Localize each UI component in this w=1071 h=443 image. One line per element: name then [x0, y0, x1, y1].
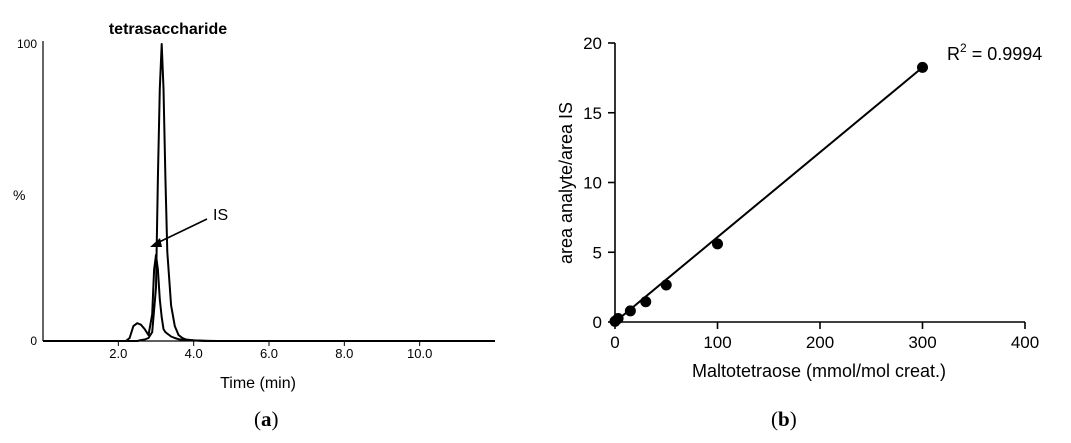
tetrasaccharide-trace: [43, 43, 495, 342]
calibration-panel: 0 100 200 300 400 0 5 10 15 20 R2 = 0.9994 area a…: [556, 34, 1042, 381]
chromatogram-y-tick-label: 100: [17, 37, 37, 51]
panel-b-caption: (b): [771, 407, 797, 431]
internal-standard-trace: [43, 253, 495, 342]
chromatogram-panel: tetrasaccharide % 2.0 4.0 6.0 8.0 10.0 0 100 I…: [13, 21, 495, 392]
calibration-x-tick-label: 400: [1011, 333, 1039, 352]
calibration-x-tick-label: 300: [908, 333, 936, 352]
calibration-y-tick-label: 0: [593, 313, 602, 332]
chromatogram-title: tetrasaccharide: [109, 21, 227, 38]
calibration-point: [917, 61, 928, 73]
panel-a-caption: (a): [254, 407, 279, 431]
is-annotation-label: IS: [213, 207, 228, 224]
chromatogram-x-tick-label: 6.0: [260, 346, 278, 361]
chromatogram-y-axis-label: %: [13, 187, 25, 203]
r-squared-annotation: R2 = 0.9994: [947, 41, 1042, 64]
calibration-x-tick-label: 200: [806, 333, 834, 352]
calibration-point: [624, 305, 636, 317]
calibration-y-tick-label: 20: [583, 34, 602, 53]
calibration-point: [640, 296, 652, 308]
chromatogram-x-axis-label: Time (min): [220, 375, 296, 392]
is-arrow-line: [154, 218, 208, 245]
calibration-x-tick-label: 0: [610, 333, 619, 352]
calibration-point: [612, 313, 624, 325]
calibration-y-tick-label: 15: [583, 104, 602, 123]
calibration-point: [660, 279, 672, 291]
calibration-y-axis-label: area analyte/area IS: [556, 102, 576, 264]
chromatogram-x-tick-label: 2.0: [109, 346, 127, 361]
chromatogram-y-tick-label: 0: [30, 334, 37, 348]
calibration-x-tick-label: 100: [703, 333, 731, 352]
calibration-y-tick-label: 10: [583, 174, 602, 193]
chromatogram-x-tick-label: 8.0: [335, 346, 353, 361]
calibration-point: [712, 238, 723, 250]
calibration-y-tick-label: 5: [593, 243, 602, 262]
chromatogram-x-tick-label: 10.0: [407, 346, 432, 361]
is-arrow-head: [150, 238, 162, 247]
chromatogram-x-tick-label: 4.0: [185, 346, 203, 361]
calibration-x-axis-label: Maltotetraose (mmol/mol creat.): [692, 361, 946, 381]
